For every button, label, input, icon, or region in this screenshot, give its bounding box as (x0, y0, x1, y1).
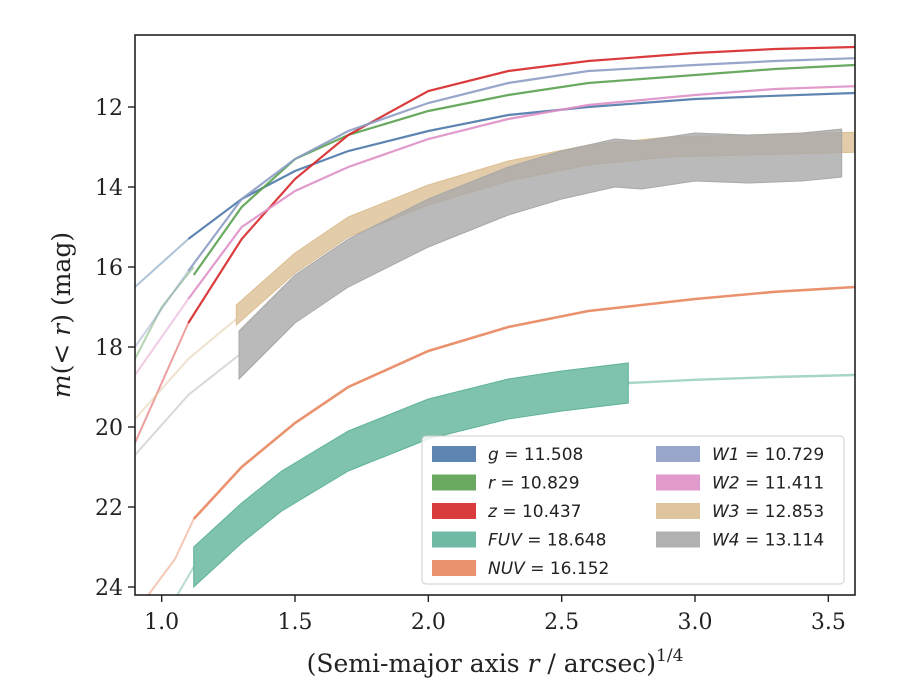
series-r-line (192, 63, 855, 276)
legend-swatch-w1 (656, 446, 700, 462)
legend-label-g: g = 11.508 (488, 445, 583, 465)
series-g (135, 91, 855, 288)
legend-label-w3: W3 = 12.853 (712, 502, 824, 522)
y-tick-label: 14 (95, 176, 123, 201)
series-fuv (176, 362, 855, 595)
legend-swatch-nuv (432, 560, 476, 576)
series-nuv-line (192, 285, 855, 520)
series-layer (135, 45, 855, 595)
legend-swatch-w4 (656, 531, 700, 548)
x-tick-label: 1.0 (144, 610, 179, 635)
x-tick-label: 3.0 (678, 610, 713, 635)
series-fuv-extrapolated-line (176, 566, 195, 595)
series-fuv-tail-line (628, 373, 855, 385)
series-w1-extrapolated-line (135, 270, 190, 348)
series-w1 (135, 57, 855, 348)
legend-swatch-w2 (656, 474, 700, 491)
y-tick-label: 12 (95, 96, 123, 121)
series-w2 (135, 85, 855, 376)
plot-frame (134, 34, 856, 596)
legend-swatch-fuv (432, 531, 476, 548)
legend-label-w1: W1 = 10.729 (712, 445, 824, 465)
series-w2-line (187, 85, 855, 300)
y-tick-label: 18 (95, 336, 123, 361)
y-tick-label: 20 (95, 416, 123, 441)
legend-label-r: r = 10.829 (488, 474, 580, 494)
legend-swatch-g (432, 446, 476, 462)
legend-label-fuv: FUV = 18.648 (488, 531, 606, 551)
series-w4 (135, 128, 843, 456)
series-r (135, 63, 855, 360)
legend-swatch-w3 (656, 503, 700, 519)
y-tick-label: 16 (95, 256, 123, 281)
series-g-line (187, 91, 855, 240)
series-nuv (147, 285, 855, 595)
x-axis-title: (Semi-major axis r / arcsec)1/4 (307, 646, 684, 678)
series-r-extrapolated-line (135, 266, 195, 360)
y-tick-label: 22 (95, 496, 123, 521)
series-w2-extrapolated-line (135, 298, 190, 376)
x-tick-label: 1.5 (278, 610, 313, 635)
series-w4-band (238, 128, 843, 381)
legend-label-w2: W2 = 11.411 (712, 474, 824, 494)
legend-label-z: z = 10.437 (487, 502, 581, 522)
legend-swatch-z (432, 503, 476, 519)
y-tick-label: 24 (95, 576, 123, 601)
ticks-layer: 1.0 1.5 2.0 2.5 3.0 3.5 12 14 16 18 20 22 24 (95, 96, 846, 635)
x-tick-label: 3.5 (811, 610, 846, 635)
legend-frame (421, 435, 845, 585)
series-g-extrapolated-line (135, 238, 189, 288)
legend-swatch-r (432, 474, 476, 491)
series-w1-line (187, 57, 855, 272)
legend-label-nuv: NUV = 16.152 (488, 559, 609, 579)
x-tick-label: 2.0 (411, 610, 446, 635)
legend-label-w4: W4 = 13.114 (712, 531, 824, 551)
series-w3-extrapolated-line (135, 318, 237, 420)
series-nuv-extrapolated-line (147, 518, 195, 595)
series-z-extrapolated-line (135, 322, 190, 444)
series-fuv-band (193, 362, 629, 589)
y-axis-title: m(< r) (mag) (47, 232, 76, 398)
legend: g = 11.508 r = 10.829 z = 10.437 FUV = 18.6… (421, 435, 845, 585)
x-tick-label: 2.5 (544, 610, 579, 635)
series-w4-extrapolated-line (135, 354, 240, 456)
